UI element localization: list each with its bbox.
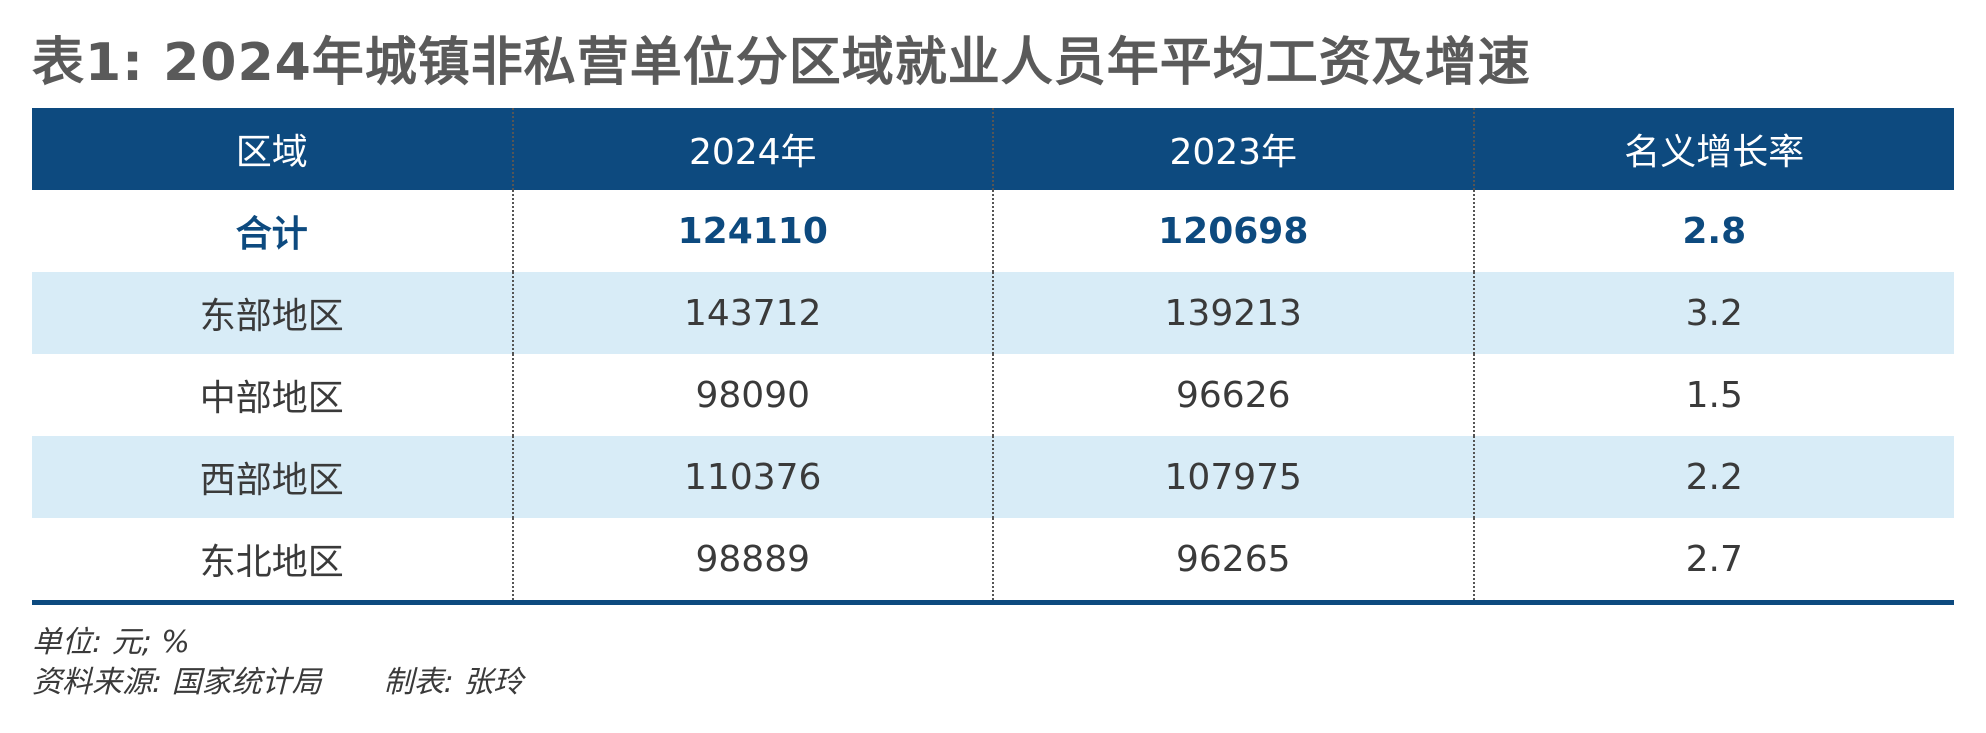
cell-2024: 98889 bbox=[511, 518, 993, 600]
column-header-2024: 2024年 bbox=[511, 108, 993, 190]
cell-2023: 107975 bbox=[992, 436, 1474, 518]
cell-2024: 98090 bbox=[511, 354, 993, 436]
cell-2023: 139213 bbox=[992, 272, 1474, 354]
cell-region: 东北地区 bbox=[32, 518, 513, 600]
cell-growth-rate: 3.2 bbox=[1472, 272, 1954, 354]
table-bottom-rule bbox=[32, 600, 1954, 605]
cell-growth-rate: 2.2 bbox=[1472, 436, 1954, 518]
source-note: 资料来源: 国家统计局 bbox=[32, 665, 322, 700]
table-row-west: 西部地区 110376 107975 2.2 bbox=[32, 436, 1954, 518]
table-row-central: 中部地区 98090 96626 1.5 bbox=[32, 354, 1954, 436]
cell-region: 西部地区 bbox=[32, 436, 513, 518]
cell-growth-rate: 2.7 bbox=[1472, 518, 1954, 600]
header-row: 区域 2024年 2023年 名义增长率 bbox=[32, 108, 1954, 190]
wage-table: 区域 2024年 2023年 名义增长率 合计 124110 120698 2.… bbox=[32, 108, 1954, 600]
cell-region: 东部地区 bbox=[32, 272, 513, 354]
cell-growth-rate: 1.5 bbox=[1472, 354, 1954, 436]
table-row-east: 东部地区 143712 139213 3.2 bbox=[32, 272, 1954, 354]
cell-2024: 143712 bbox=[511, 272, 993, 354]
cell-growth-rate: 2.8 bbox=[1472, 190, 1954, 272]
cell-region: 合计 bbox=[32, 190, 513, 272]
cell-2023: 120698 bbox=[992, 190, 1474, 272]
table-row-northeast: 东北地区 98889 96265 2.7 bbox=[32, 518, 1954, 600]
source-note-line: 资料来源: 国家统计局 制表: 张玲 bbox=[32, 664, 523, 702]
cell-2023: 96626 bbox=[992, 354, 1474, 436]
column-header-growth-rate: 名义增长率 bbox=[1472, 108, 1954, 190]
table-title: 表1: 2024年城镇非私营单位分区域就业人员年平均工资及增速 bbox=[32, 33, 1531, 93]
unit-note: 单位: 元; % bbox=[32, 625, 190, 660]
column-header-2023: 2023年 bbox=[992, 108, 1474, 190]
cell-region: 中部地区 bbox=[32, 354, 513, 436]
cell-2024: 124110 bbox=[511, 190, 993, 272]
cell-2024: 110376 bbox=[511, 436, 993, 518]
column-header-region: 区域 bbox=[32, 108, 513, 190]
table-row-total: 合计 124110 120698 2.8 bbox=[32, 190, 1954, 272]
author-note: 制表: 张玲 bbox=[383, 665, 524, 700]
cell-2023: 96265 bbox=[992, 518, 1474, 600]
